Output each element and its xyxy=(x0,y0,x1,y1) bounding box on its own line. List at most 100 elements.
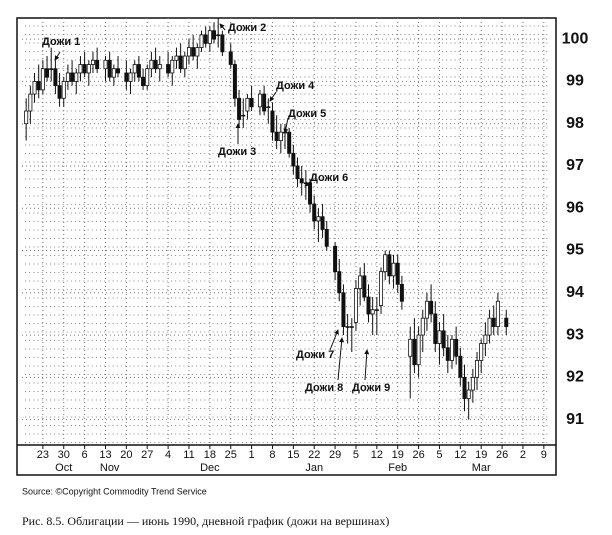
y-tick-label: 98 xyxy=(566,115,584,132)
candle-body xyxy=(245,97,250,112)
y-tick-label: 100 xyxy=(562,30,589,47)
candle-body xyxy=(483,334,488,344)
candle-body xyxy=(495,300,500,328)
candle-body xyxy=(312,203,317,222)
candle-body xyxy=(416,334,421,366)
candle-body xyxy=(366,296,371,315)
x-tick-label: 26 xyxy=(496,449,508,461)
candle-body xyxy=(74,72,79,82)
y-tick-label: 91 xyxy=(566,411,584,428)
candle-body xyxy=(61,81,66,99)
candle-body xyxy=(424,300,429,319)
x-tick-label: 30 xyxy=(58,449,70,461)
candle-body xyxy=(241,114,246,117)
candle-body xyxy=(86,64,91,74)
candle-body xyxy=(333,245,338,273)
x-tick-label: 23 xyxy=(37,449,49,461)
x-tick-label: 13 xyxy=(99,449,111,461)
caption: Рис. 8.5. Облигации — июнь 1990, дневной… xyxy=(22,514,389,528)
candle-body xyxy=(433,313,438,344)
annotation: Дожи 1 xyxy=(42,36,80,48)
candle-body xyxy=(491,317,496,328)
candle-body xyxy=(82,64,87,74)
candle-body xyxy=(466,389,471,399)
candle-body xyxy=(212,30,217,40)
candle-body xyxy=(237,97,242,120)
candle-body xyxy=(153,59,158,70)
x-tick-label: 15 xyxy=(287,449,299,461)
x-tick-label: 1 xyxy=(249,449,255,461)
x-tick-label: 5 xyxy=(436,449,442,461)
x-tick-label: 9 xyxy=(541,449,547,461)
month-label: Feb xyxy=(388,462,407,474)
candle-body xyxy=(182,55,187,70)
candle-body xyxy=(475,360,480,378)
frame xyxy=(16,17,557,476)
month-label: Jan xyxy=(305,462,323,474)
candle-body xyxy=(270,110,275,133)
annotation: Дожи 8 xyxy=(305,382,343,394)
candle-body xyxy=(383,254,388,273)
x-tick-label: 12 xyxy=(454,449,466,461)
candle-body xyxy=(454,338,459,357)
candle-body xyxy=(399,283,404,302)
candle-body xyxy=(195,47,200,57)
annotation: Дожи 9 xyxy=(352,382,390,394)
candle-body xyxy=(437,330,442,344)
candle-body xyxy=(216,34,221,37)
candle-body xyxy=(299,178,304,184)
x-tick-label: 19 xyxy=(392,449,404,461)
candle-body xyxy=(274,131,279,142)
candle-body xyxy=(228,51,233,65)
candle-body xyxy=(266,106,271,108)
candle-body xyxy=(45,68,50,78)
candle-body xyxy=(141,76,146,87)
candle-body xyxy=(149,59,154,70)
y-tick-label: 92 xyxy=(566,369,584,386)
candle-body xyxy=(353,288,358,323)
candle-body xyxy=(145,68,150,87)
candle-body xyxy=(136,64,141,78)
x-tick-label: 11 xyxy=(183,449,194,461)
month-label: Nov xyxy=(100,462,120,474)
candle-body xyxy=(324,228,329,247)
source: Source: ©Copyright Commodity Trend Servi… xyxy=(22,486,207,496)
annotation: Дожи 4 xyxy=(276,80,315,92)
x-tick-label: 22 xyxy=(308,449,320,461)
annotation-arrow xyxy=(219,23,226,31)
candle-body xyxy=(449,338,454,361)
x-tick-label: 19 xyxy=(475,449,487,461)
y-tick-label: 94 xyxy=(566,284,584,301)
candle-body xyxy=(470,376,475,391)
candle-body xyxy=(408,338,413,357)
candle-body xyxy=(157,64,162,70)
candle-body xyxy=(107,59,112,78)
candle-body xyxy=(203,34,208,44)
candle-body xyxy=(303,182,308,185)
candle-body xyxy=(358,275,363,289)
y-tick-label: 96 xyxy=(566,199,584,216)
candle-body xyxy=(191,47,196,57)
candle-body xyxy=(57,85,62,99)
candle-body xyxy=(316,216,321,222)
candle-body xyxy=(232,64,237,99)
x-tick-label: 2 xyxy=(520,449,526,461)
candle-body xyxy=(278,131,283,142)
candle-body xyxy=(53,68,58,87)
candle-body xyxy=(78,64,83,74)
annotation-arrow xyxy=(269,91,277,102)
candle-body xyxy=(111,68,116,78)
candle-body xyxy=(295,165,300,180)
candle-body xyxy=(36,81,41,91)
x-tick-label: 20 xyxy=(120,449,132,461)
candle-body xyxy=(249,97,254,108)
candle-body xyxy=(124,72,129,82)
x-tick-label: 4 xyxy=(165,449,171,461)
candle-body xyxy=(395,262,400,285)
candle-body xyxy=(166,64,171,74)
candle-body xyxy=(262,93,267,112)
annotation-arrow xyxy=(337,337,345,381)
annotation: Дожи 6 xyxy=(310,172,348,184)
annotation: Дожи 5 xyxy=(288,108,326,120)
